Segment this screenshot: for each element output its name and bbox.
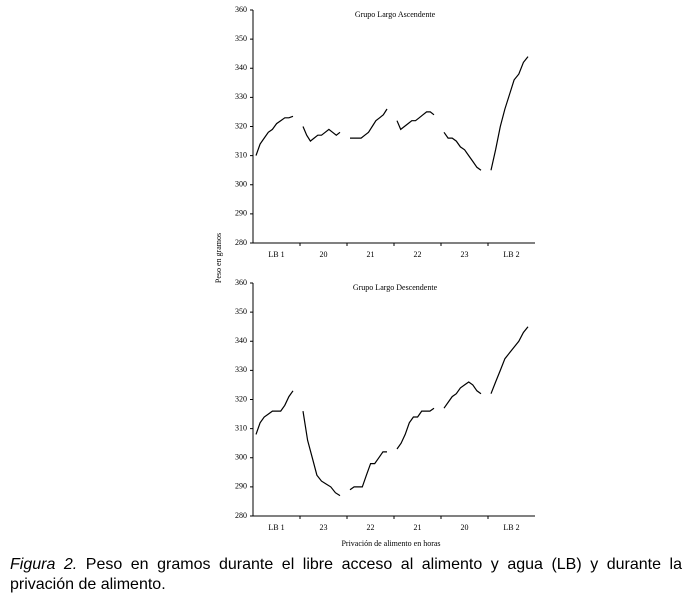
x-tick-label: 22 [414,250,422,259]
chart-title: Grupo Largo Ascendente [355,10,436,19]
line-segment [443,381,482,409]
line-segment [350,108,388,139]
y-tick-label: 350 [235,34,247,43]
y-tick-label: 310 [235,423,247,432]
line-segment [255,390,294,435]
x-tick-label: LB 1 [268,523,284,532]
x-tick-label: 20 [320,250,328,259]
chart-title: Grupo Largo Descendente [353,283,438,292]
line-segment [490,326,529,394]
y-tick-label: 300 [235,180,247,189]
x-tick-label: 20 [461,523,469,532]
line-segment [349,451,387,491]
y-tick-label: 330 [235,365,247,374]
x-tick-label: 21 [414,523,422,532]
y-tick-label: 320 [235,394,247,403]
caption: Figura 2. Peso en gramos durante el libr… [10,555,682,595]
chart: 280 290 300 310 320 330 340 350 360 Grupo Largo A… [214,5,535,548]
line-segment [255,115,294,156]
y-tick-label: 340 [235,63,247,72]
line-segment [396,407,435,450]
x-tick-label: LB 2 [503,523,519,532]
x-tick-label: 22 [367,523,375,532]
y-tick-label: 320 [235,121,247,130]
caption-text: Peso en gramos durante el libre acceso a… [10,556,683,593]
line-segment [490,56,529,171]
line-segment [396,111,435,131]
y-tick-label: 360 [235,278,247,287]
y-tick-label: 280 [235,511,247,520]
x-axis-label: Privación de alimento en horas [341,539,440,548]
line-segment [443,131,482,171]
y-tick-label: 330 [235,92,247,101]
x-tick-label: LB 2 [503,250,519,259]
y-tick-label: 290 [235,482,247,491]
x-tick-label: LB 1 [268,250,284,259]
caption-label: Figura 2. [10,556,78,573]
y-tick-label: 350 [235,307,247,316]
x-tick-label: 21 [367,250,375,259]
y-tick-label: 340 [235,336,247,345]
y-axis-label: Peso en gramos [214,233,223,283]
y-tick-label: 300 [235,453,247,462]
x-tick-label: 23 [320,523,328,532]
x-tick-label: 23 [461,250,469,259]
y-tick-label: 360 [235,5,247,14]
y-tick-label: 280 [235,238,247,247]
line-segment [302,126,341,142]
y-tick-label: 290 [235,209,247,218]
y-tick-label: 310 [235,150,247,159]
line-segment [302,411,341,497]
